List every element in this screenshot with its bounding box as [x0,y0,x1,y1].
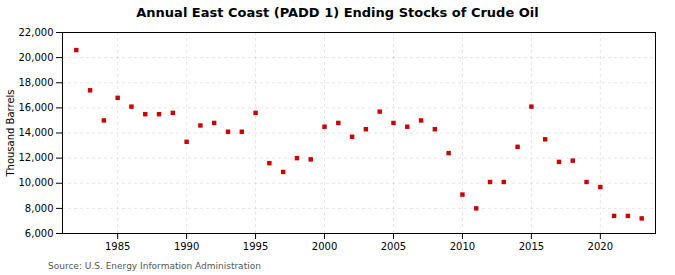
svg-text:2000: 2000 [312,241,337,252]
svg-text:12,000: 12,000 [19,152,54,163]
svg-text:2015: 2015 [519,241,544,252]
svg-text:Thousand Barrels: Thousand Barrels [5,89,16,177]
svg-text:22,000: 22,000 [19,27,54,38]
html-text:Source: U.S. Energy Informatio: Source: U.S. Energy Information Administ… [48,261,261,271]
svg-text:2020: 2020 [588,241,613,252]
svg-text:18,000: 18,000 [19,77,54,88]
svg-text:8,000: 8,000 [25,203,54,214]
svg-text:20,000: 20,000 [19,52,54,63]
svg-text:16,000: 16,000 [19,102,54,113]
html-text:Annual East Coast (PADD 1) End: Annual East Coast (PADD 1) Ending Stocks… [136,5,539,20]
svg-text:10,000: 10,000 [19,177,54,188]
svg-text:14,000: 14,000 [19,127,54,138]
svg-text:6,000: 6,000 [25,228,54,239]
svg-text:1985: 1985 [105,241,130,252]
svg-text:2005: 2005 [381,241,406,252]
svg-text:1990: 1990 [174,241,199,252]
svg-text:2010: 2010 [450,241,475,252]
svg-text:1995: 1995 [243,241,268,252]
